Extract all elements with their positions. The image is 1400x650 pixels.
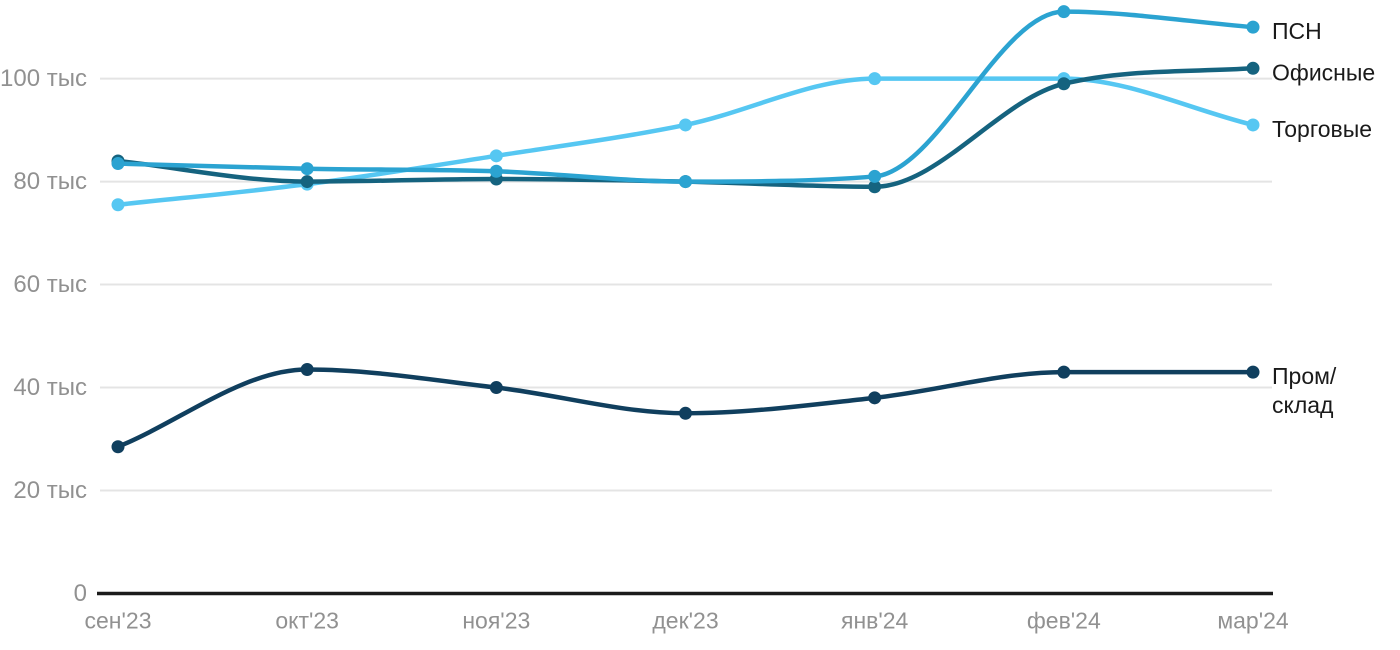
x-tick-label: окт'23: [275, 608, 339, 634]
data-point: [1246, 365, 1260, 379]
series-path: [115, 9, 1256, 184]
series-label: Пром/: [1272, 363, 1337, 389]
y-tick-label: 20 тыс: [13, 477, 87, 504]
data-point: [111, 198, 125, 212]
data-point: [300, 162, 314, 176]
x-tick-label: сен'23: [85, 608, 152, 634]
x-tick-label: дек'23: [652, 608, 718, 634]
x-tick-label: мар'24: [1217, 608, 1289, 634]
data-point: [868, 169, 882, 183]
data-point: [111, 440, 125, 454]
gridlines: [97, 77, 1273, 596]
data-point: [679, 175, 692, 189]
data-point: [679, 406, 692, 420]
data-point: [300, 175, 314, 189]
x-tick-label: янв'24: [841, 608, 909, 634]
data-point: [1057, 365, 1071, 379]
data-point: [1246, 118, 1260, 132]
series-1: [111, 5, 1260, 189]
series-label: Торговые: [1272, 116, 1372, 142]
series-label: склад: [1272, 392, 1334, 418]
data-point: [300, 363, 314, 377]
data-point: [868, 180, 882, 194]
y-axis-tick-labels: 0 20 тыс 40 тыс 60 тыс 80 тыс 100 тыс: [0, 65, 87, 607]
data-point: [489, 149, 503, 163]
x-tick-label: ноя'23: [462, 608, 530, 634]
y-tick-label: 80 тыс: [13, 168, 87, 195]
y-tick-label: 0: [74, 580, 87, 607]
y-tick-label: 40 тыс: [13, 374, 87, 401]
data-point: [489, 164, 503, 178]
y-tick-label: 60 тыс: [13, 271, 87, 298]
series-3: [111, 72, 1260, 212]
data-point: [1057, 5, 1071, 19]
series-label: Офисные: [1272, 59, 1375, 85]
data-point: [1246, 20, 1260, 34]
data-point: [868, 391, 882, 405]
x-axis-tick-labels: сен'23 окт'23 ноя'23 дек'23 янв'24 фев'24 мар'…: [85, 608, 1289, 634]
x-tick-label: фев'24: [1027, 608, 1101, 634]
series-labels: ПСН Офисные Торговые Пром/склад: [1272, 18, 1375, 418]
data-point: [679, 118, 692, 132]
data-point: [111, 157, 125, 171]
data-point: [1057, 77, 1071, 91]
y-tick-label: 100 тыс: [0, 65, 87, 92]
series-4: [111, 363, 1260, 454]
data-point: [1246, 61, 1260, 75]
data-point: [868, 72, 882, 86]
series-label: ПСН: [1272, 18, 1322, 44]
data-point: [489, 381, 503, 395]
